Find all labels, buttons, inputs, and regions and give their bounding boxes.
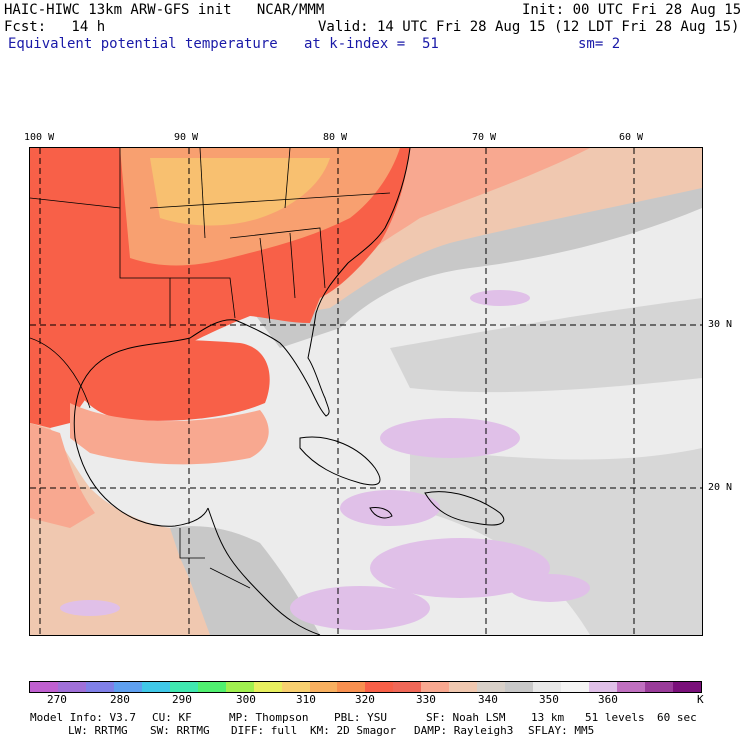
cb-label: 310: [296, 693, 316, 706]
gulf-salmon: [70, 403, 269, 465]
footer-item: 51 levels: [585, 711, 645, 724]
valid-time: Valid: 14 UTC Fri 28 Aug 15 (12 LDT Fri …: [318, 19, 740, 35]
gulf-warm: [75, 339, 270, 421]
smoothing: sm= 2: [578, 36, 621, 52]
colorbar-swatch: [337, 682, 366, 692]
central-america-gray: [170, 526, 320, 635]
colorbar-swatch: [589, 682, 618, 692]
footer-item: 60 sec: [657, 711, 697, 724]
colorbar-swatch: [393, 682, 422, 692]
footer-item: SF: Noah LSM: [426, 711, 506, 724]
state-borders: [30, 148, 391, 328]
map-panel: [29, 147, 703, 636]
purple-patches: [60, 290, 590, 630]
init-time: Init: 00 UTC Fri 28 Aug 15: [522, 2, 740, 18]
warm-land-orange-2: [150, 158, 330, 226]
cb-label: 320: [355, 693, 375, 706]
colorbar-swatch: [617, 682, 645, 692]
colorbar-swatch: [141, 682, 170, 692]
lat-label-30n: 30 N: [708, 319, 733, 330]
colorbar-swatch: [505, 682, 534, 692]
coastlines: [73, 148, 505, 635]
lon-label-60w: 60 W: [619, 132, 644, 143]
colorbar: [29, 681, 702, 693]
footer-item: 13 km: [531, 711, 565, 724]
cb-label: 360: [598, 693, 618, 706]
lon-label-70w: 70 W: [472, 132, 497, 143]
footer-item: SW: RRTMG: [150, 724, 210, 737]
colorbar-swatch: [169, 682, 198, 692]
footer-item: DAMP: Rayleigh3: [414, 724, 514, 737]
colorbar-swatch: [113, 682, 142, 692]
footer-item: DIFF: full: [231, 724, 298, 737]
colorbar-swatch: [672, 682, 701, 692]
footer-item: PBL: YSU: [334, 711, 387, 724]
graticule: [30, 148, 702, 635]
lon-label-100w: 100 W: [24, 132, 55, 143]
colorbar-swatch: [365, 682, 394, 692]
colorbar-swatch: [197, 682, 226, 692]
cb-label: 340: [478, 693, 498, 706]
colorbar-swatch: [309, 682, 338, 692]
footer-item: SFLAY: MM5: [528, 724, 595, 737]
plot-title: HAIC-HIWC 13km ARW-GFS init NCAR/MMM: [4, 2, 325, 18]
cb-label: 350: [539, 693, 559, 706]
gray-band-east: [390, 298, 702, 393]
field-name: Equivalent potential temperature: [8, 36, 278, 52]
lon-label-90w: 90 W: [174, 132, 199, 143]
footer-item: LW: RRTMG: [68, 724, 128, 737]
footer-item: MP: Thompson: [229, 711, 309, 724]
colorbar-swatch: [85, 682, 114, 692]
cb-unit: K: [697, 693, 704, 706]
colorbar-swatch: [281, 682, 310, 692]
lon-label-80w: 80 W: [323, 132, 348, 143]
colorbar-swatch: [225, 682, 254, 692]
cb-label: 280: [110, 693, 130, 706]
cb-label: 290: [172, 693, 192, 706]
footer-item: Model Info: V3.7: [30, 711, 136, 724]
footer-item: KM: 2D Smagor: [310, 724, 397, 737]
lat-label-20n: 20 N: [708, 482, 733, 493]
cb-label: 330: [416, 693, 436, 706]
colorbar-swatch: [533, 682, 562, 692]
country-borders: [30, 337, 251, 589]
cb-label: 270: [47, 693, 67, 706]
colorbar-swatch: [30, 682, 58, 692]
colorbar-swatch: [561, 682, 590, 692]
colorbar-swatch: [449, 682, 478, 692]
level-index: at k-index = 51: [304, 36, 439, 52]
mexico-salmon: [30, 423, 95, 528]
colorbar-swatch: [421, 682, 450, 692]
footer-item: CU: KF: [152, 711, 192, 724]
gray-band-south: [410, 448, 702, 635]
theta-e-map: [30, 148, 702, 635]
colorbar-swatch: [477, 682, 506, 692]
forecast-hour: Fcst: 14 h: [4, 19, 106, 35]
colorbar-swatch: [644, 682, 673, 692]
cb-label: 300: [236, 693, 256, 706]
colorbar-swatch: [57, 682, 86, 692]
colorbar-swatch: [253, 682, 282, 692]
